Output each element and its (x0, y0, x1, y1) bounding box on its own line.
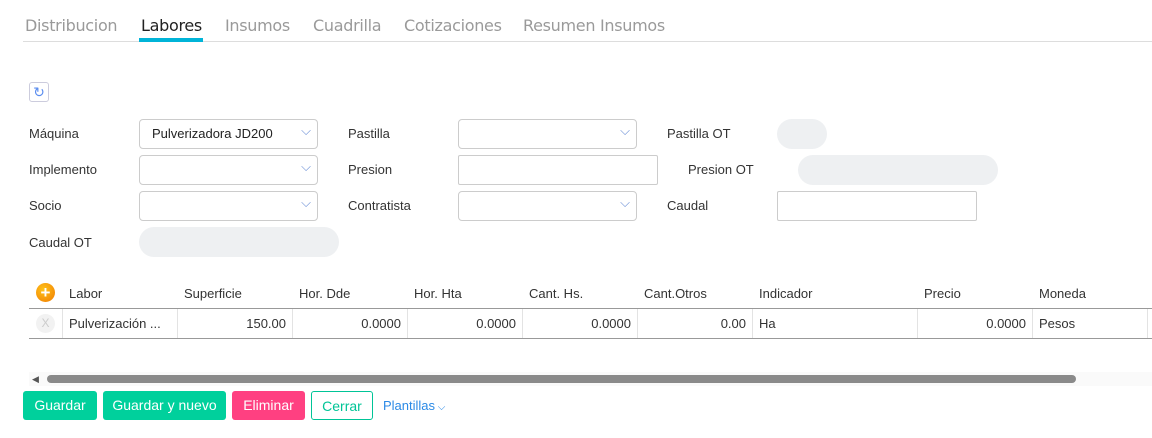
tab-labores[interactable]: Labores (141, 16, 202, 35)
cell-labor[interactable]: Pulverización ... (63, 309, 178, 338)
implemento-label: Implemento (29, 162, 97, 177)
cell-moneda[interactable]: Pesos (1033, 309, 1148, 338)
guardar-y-nuevo-button[interactable]: Guardar y nuevo (103, 391, 226, 420)
tab-resumen-insumos[interactable]: Resumen Insumos (523, 16, 665, 35)
pastilla-ot-field (777, 119, 827, 149)
header-labor: Labor (69, 286, 103, 301)
cerrar-button[interactable]: Cerrar (311, 391, 373, 420)
cell-indicador[interactable]: Ha (753, 309, 918, 338)
caudal-ot-label: Caudal OT (29, 235, 92, 250)
cell-hor-dde[interactable]: 0.0000 (293, 309, 408, 338)
chevron-down-icon: ⌵ (435, 402, 446, 413)
plantillas-label: Plantillas (383, 398, 436, 413)
header-moneda: Moneda (1039, 286, 1086, 301)
guardar-button[interactable]: Guardar (23, 391, 97, 420)
caudal-ot-field (139, 227, 339, 257)
tab-cotizaciones[interactable]: Cotizaciones (404, 16, 502, 35)
pastilla-label: Pastilla (348, 126, 390, 141)
tab-divider (23, 41, 1152, 42)
tab-insumos[interactable]: Insumos (225, 16, 290, 35)
pastilla-ot-label: Pastilla OT (667, 126, 731, 141)
header-hor-dde: Hor. Dde (299, 286, 351, 301)
horizontal-scrollbar[interactable]: ◀ (29, 372, 1152, 386)
cell-cant-otros[interactable]: 0.00 (638, 309, 753, 338)
cell-hor-hta[interactable]: 0.0000 (408, 309, 523, 338)
presion-label: Presion (348, 162, 393, 177)
contratista-label: Contratista (348, 198, 411, 213)
maquina-select[interactable]: Pulverizadora JD200 (139, 117, 318, 149)
cell-superficie[interactable]: 150.00 (178, 309, 293, 338)
caudal-label: Caudal (667, 198, 709, 213)
refresh-button[interactable]: ↻ (29, 82, 49, 102)
cell-precio[interactable]: 0.0000 (918, 309, 1033, 338)
tab-distribucion[interactable]: Distribucion (25, 16, 118, 35)
presion-ot-field (798, 155, 998, 185)
scrollbar-thumb[interactable] (47, 375, 1076, 383)
presion-input[interactable] (458, 155, 658, 185)
header-superficie: Superficie (184, 286, 242, 301)
header-indicador: Indicador (759, 286, 813, 301)
contratista-select[interactable] (458, 189, 637, 221)
header-divider (29, 308, 1152, 309)
plantillas-dropdown[interactable]: Plantillas ⌵ (383, 391, 453, 420)
socio-label: Socio (29, 198, 62, 213)
maquina-label: Máquina (29, 126, 79, 141)
scroll-left-arrow-icon[interactable]: ◀ (32, 374, 39, 384)
implemento-select[interactable] (139, 153, 318, 185)
plus-icon: + (40, 283, 51, 302)
socio-select[interactable] (139, 189, 318, 221)
header-precio: Precio (924, 286, 961, 301)
tab-cuadrilla[interactable]: Cuadrilla (313, 16, 382, 35)
presion-ot-label: Presion OT (688, 162, 754, 177)
delete-cell: X (29, 309, 63, 338)
eliminar-button[interactable]: Eliminar (232, 391, 305, 420)
pastilla-select[interactable] (458, 117, 637, 149)
cell-cant-hs[interactable]: 0.0000 (523, 309, 638, 338)
header-cant-hs: Cant. Hs. (529, 286, 584, 301)
active-tab-indicator (139, 38, 203, 42)
add-row-button[interactable]: + (36, 283, 55, 302)
refresh-icon: ↻ (33, 84, 45, 100)
maquina-value: Pulverizadora JD200 (152, 126, 273, 141)
header-hor-hta: Hor. Hta (414, 286, 462, 301)
row-divider (29, 338, 1152, 339)
header-cant-otros: Cant.Otros (644, 286, 707, 301)
caudal-input[interactable] (777, 191, 977, 221)
delete-row-button[interactable]: X (36, 314, 55, 333)
